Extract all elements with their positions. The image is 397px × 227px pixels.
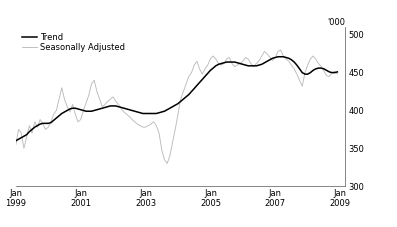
Text: '000: '000 xyxy=(328,18,345,27)
Legend: Trend, Seasonally Adjusted: Trend, Seasonally Adjusted xyxy=(20,31,127,54)
